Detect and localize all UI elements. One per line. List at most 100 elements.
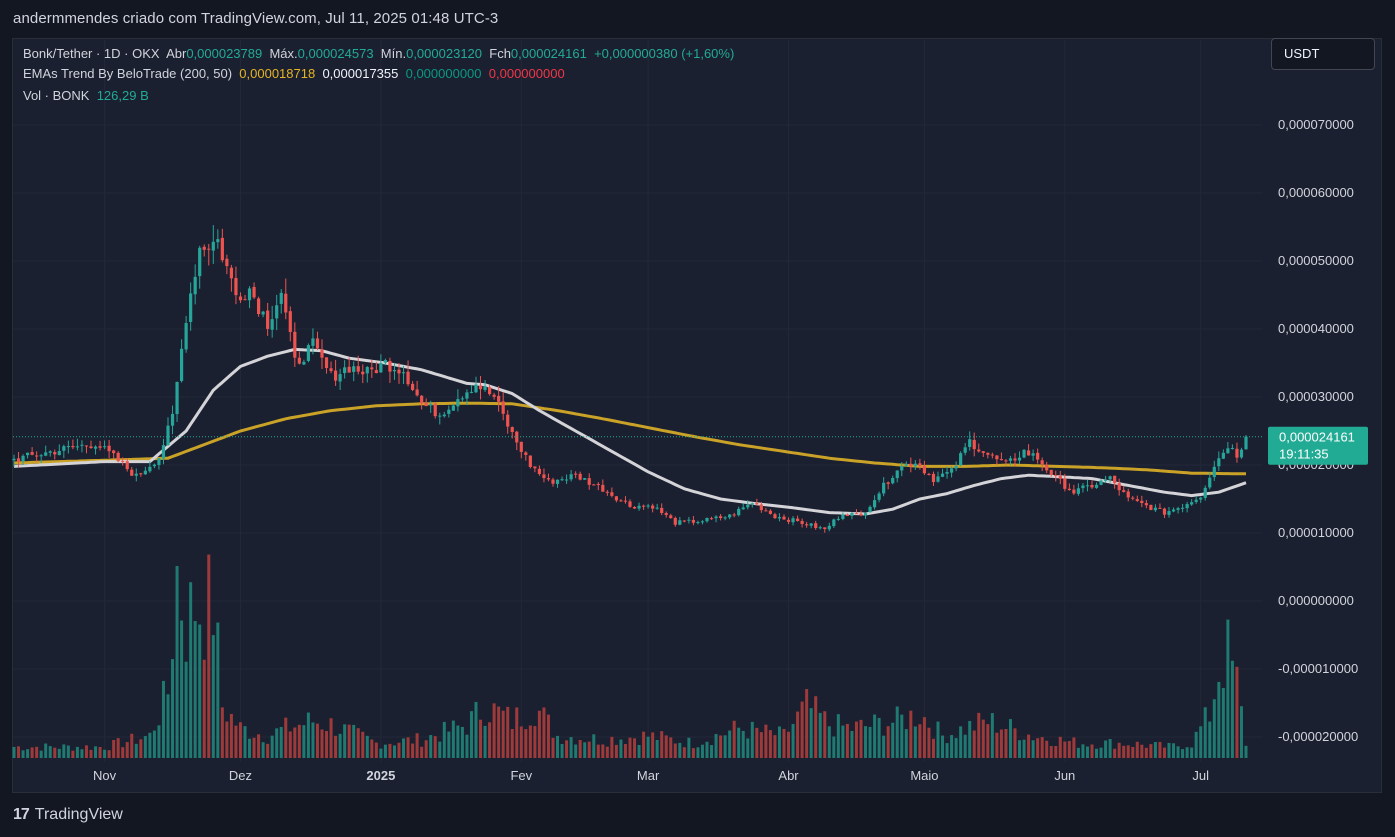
candle-body[interactable] bbox=[709, 518, 714, 520]
candle-body[interactable] bbox=[510, 427, 514, 433]
candle-body[interactable] bbox=[945, 472, 949, 474]
candle-body[interactable] bbox=[859, 513, 863, 516]
candle-body[interactable] bbox=[424, 402, 428, 407]
candle-body[interactable] bbox=[302, 361, 306, 365]
candle-body[interactable] bbox=[71, 446, 75, 448]
candle-body[interactable] bbox=[515, 431, 519, 443]
candle-body[interactable] bbox=[1004, 460, 1008, 462]
candle-body[interactable] bbox=[999, 459, 1004, 461]
candle-body[interactable] bbox=[483, 386, 487, 390]
candle-body[interactable] bbox=[420, 395, 424, 404]
candle-body[interactable] bbox=[854, 513, 859, 515]
candle-body[interactable] bbox=[891, 477, 895, 484]
candle-body[interactable] bbox=[990, 454, 994, 456]
candle-body[interactable] bbox=[551, 479, 555, 484]
candle-body[interactable] bbox=[746, 504, 750, 508]
candle-body[interactable] bbox=[1108, 476, 1112, 480]
candle-body[interactable] bbox=[786, 519, 791, 522]
candle-body[interactable] bbox=[759, 504, 763, 511]
candle-body[interactable] bbox=[714, 516, 718, 519]
candle-body[interactable] bbox=[564, 479, 569, 481]
candle-body[interactable] bbox=[605, 491, 609, 493]
candle-body[interactable] bbox=[931, 473, 936, 483]
candle-body[interactable] bbox=[632, 506, 637, 509]
candle-body[interactable] bbox=[170, 413, 175, 426]
candle-body[interactable] bbox=[1103, 479, 1108, 481]
candle-body[interactable] bbox=[48, 451, 52, 453]
candle-body[interactable] bbox=[442, 414, 446, 417]
candle-body[interactable] bbox=[1099, 480, 1103, 485]
candle-body[interactable] bbox=[179, 348, 184, 382]
candle-body[interactable] bbox=[333, 370, 338, 381]
candle-body[interactable] bbox=[949, 468, 954, 473]
candle-body[interactable] bbox=[44, 452, 48, 456]
candle-body[interactable] bbox=[841, 514, 845, 519]
candle-body[interactable] bbox=[1063, 478, 1067, 489]
candle-body[interactable] bbox=[800, 520, 804, 524]
candle-body[interactable] bbox=[646, 505, 650, 507]
candle-body[interactable] bbox=[533, 466, 537, 469]
candle-body[interactable] bbox=[569, 474, 573, 480]
candle-body[interactable] bbox=[12, 458, 16, 461]
candle-body[interactable] bbox=[397, 369, 401, 374]
candle-body[interactable] bbox=[863, 512, 868, 516]
candle-body[interactable] bbox=[614, 496, 619, 501]
candle-body[interactable] bbox=[121, 461, 125, 463]
candle-body[interactable] bbox=[261, 311, 265, 315]
candle-body[interactable] bbox=[1049, 469, 1053, 475]
candle-body[interactable] bbox=[370, 367, 374, 370]
candle-body[interactable] bbox=[1090, 484, 1094, 488]
candle-body[interactable] bbox=[243, 299, 247, 301]
candle-body[interactable] bbox=[1094, 484, 1099, 488]
candle-body[interactable] bbox=[655, 507, 659, 509]
candle-body[interactable] bbox=[601, 484, 605, 492]
candle-body[interactable] bbox=[542, 474, 546, 479]
legend-ema-title[interactable]: EMAs Trend By BeloTrade (200, 50) bbox=[23, 66, 233, 81]
candle-body[interactable] bbox=[465, 392, 469, 399]
candle-body[interactable] bbox=[247, 288, 252, 301]
candle-body[interactable] bbox=[447, 409, 451, 414]
candle-body[interactable] bbox=[1144, 503, 1148, 506]
candle-body[interactable] bbox=[918, 463, 922, 467]
candle-body[interactable] bbox=[415, 389, 419, 396]
candle-body[interactable] bbox=[469, 391, 474, 393]
candle-body[interactable] bbox=[329, 368, 333, 372]
candle-body[interactable] bbox=[383, 360, 388, 363]
candle-body[interactable] bbox=[1054, 475, 1058, 477]
candle-body[interactable] bbox=[868, 506, 872, 513]
candle-body[interactable] bbox=[623, 500, 628, 502]
candle-body[interactable] bbox=[1199, 497, 1203, 500]
candle-body[interactable] bbox=[130, 469, 134, 476]
candle-body[interactable] bbox=[315, 338, 320, 349]
candle-body[interactable] bbox=[1008, 458, 1013, 461]
candle-body[interactable] bbox=[882, 482, 886, 494]
candle-body[interactable] bbox=[256, 298, 261, 315]
candle-body[interactable] bbox=[66, 446, 70, 448]
candle-body[interactable] bbox=[284, 293, 288, 313]
candle-body[interactable] bbox=[886, 482, 890, 484]
candle-body[interactable] bbox=[700, 521, 705, 523]
candle-body[interactable] bbox=[175, 381, 179, 415]
candle-body[interactable] bbox=[723, 517, 727, 519]
candle-body[interactable] bbox=[1072, 489, 1076, 494]
candle-body[interactable] bbox=[827, 525, 831, 530]
candle-body[interactable] bbox=[16, 458, 21, 462]
candle-body[interactable] bbox=[410, 383, 415, 390]
candle-body[interactable] bbox=[112, 450, 116, 454]
currency-button[interactable]: USDT bbox=[1271, 38, 1375, 70]
candle-body[interactable] bbox=[995, 455, 999, 460]
candle-body[interactable] bbox=[80, 444, 84, 446]
candle-body[interactable] bbox=[252, 286, 256, 298]
candle-body[interactable] bbox=[1013, 458, 1017, 461]
candle-body[interactable] bbox=[347, 366, 351, 373]
candle-body[interactable] bbox=[306, 345, 311, 361]
candle-body[interactable] bbox=[343, 367, 347, 374]
candle-body[interactable] bbox=[1058, 475, 1062, 479]
candle-body[interactable] bbox=[143, 470, 147, 475]
candle-body[interactable] bbox=[25, 452, 30, 456]
candle-body[interactable] bbox=[379, 362, 383, 373]
candle-body[interactable] bbox=[1230, 448, 1235, 450]
candle-body[interactable] bbox=[524, 452, 528, 455]
candle-body[interactable] bbox=[1085, 485, 1090, 487]
